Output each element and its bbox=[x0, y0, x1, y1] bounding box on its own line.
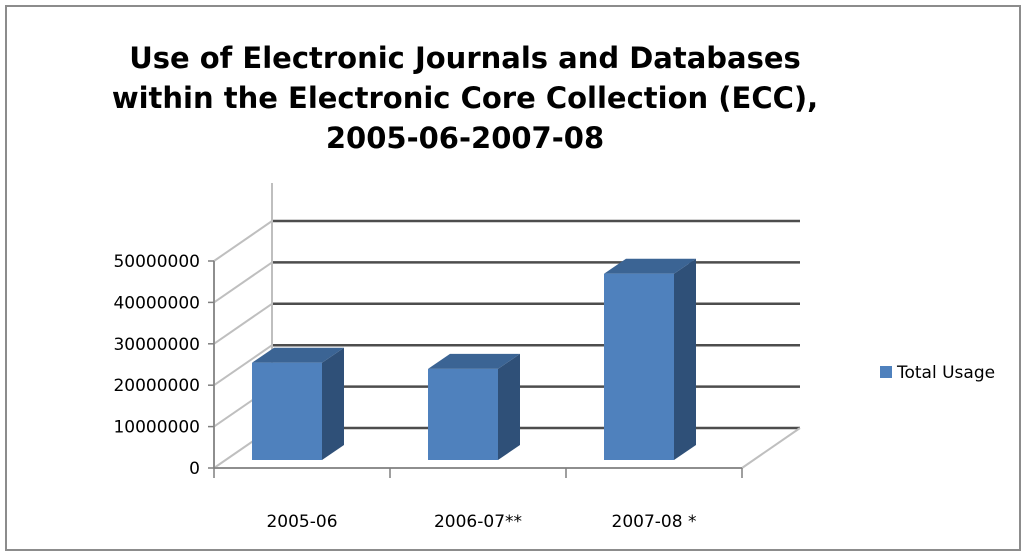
bar-0 bbox=[252, 347, 344, 460]
bar-1 bbox=[428, 353, 520, 460]
side-wall-line-2 bbox=[213, 344, 273, 387]
chart-title: Use of Electronic Journals and Databases… bbox=[0, 38, 930, 158]
side-wall-line-3 bbox=[213, 302, 273, 345]
bar-front-1 bbox=[428, 368, 498, 460]
x-tick-label-2: 2007-08 * bbox=[612, 512, 697, 532]
side-wall-line-5 bbox=[213, 220, 273, 262]
y-tick-label-5: 50000000 bbox=[113, 252, 200, 272]
x-tick-label-0: 2005-06 bbox=[266, 512, 337, 532]
bar-front-0 bbox=[252, 362, 322, 460]
y-tick-label-2: 20000000 bbox=[113, 376, 200, 396]
y-tick-label-1: 10000000 bbox=[113, 418, 200, 438]
x-tick-label-1: 2006-07** bbox=[434, 512, 522, 532]
bar-top-2 bbox=[604, 258, 696, 274]
side-wall-line-4 bbox=[213, 261, 273, 304]
floor-right-edge bbox=[741, 427, 801, 469]
bar-top-1 bbox=[428, 353, 520, 369]
bar-top-0 bbox=[252, 347, 344, 363]
chart-title-line-3: 2005-06-2007-08 bbox=[325, 121, 605, 155]
bar-front-2 bbox=[604, 273, 674, 460]
chart-title-line-2: within the Electronic Core Collection (E… bbox=[111, 81, 819, 115]
chart-area bbox=[5, 5, 1021, 551]
legend-swatch bbox=[880, 366, 892, 378]
bar-side-1 bbox=[498, 353, 520, 460]
chart-title-line-1: Use of Electronic Journals and Databases bbox=[129, 41, 801, 75]
bar-side-0 bbox=[322, 347, 344, 460]
y-tick-label-3: 30000000 bbox=[113, 335, 200, 355]
bar-side-2 bbox=[674, 258, 696, 460]
y-tick-label-0: 0 bbox=[189, 459, 200, 479]
legend-label: Total Usage bbox=[896, 363, 995, 383]
bar-2 bbox=[604, 258, 696, 460]
y-tick-label-4: 40000000 bbox=[113, 293, 200, 313]
